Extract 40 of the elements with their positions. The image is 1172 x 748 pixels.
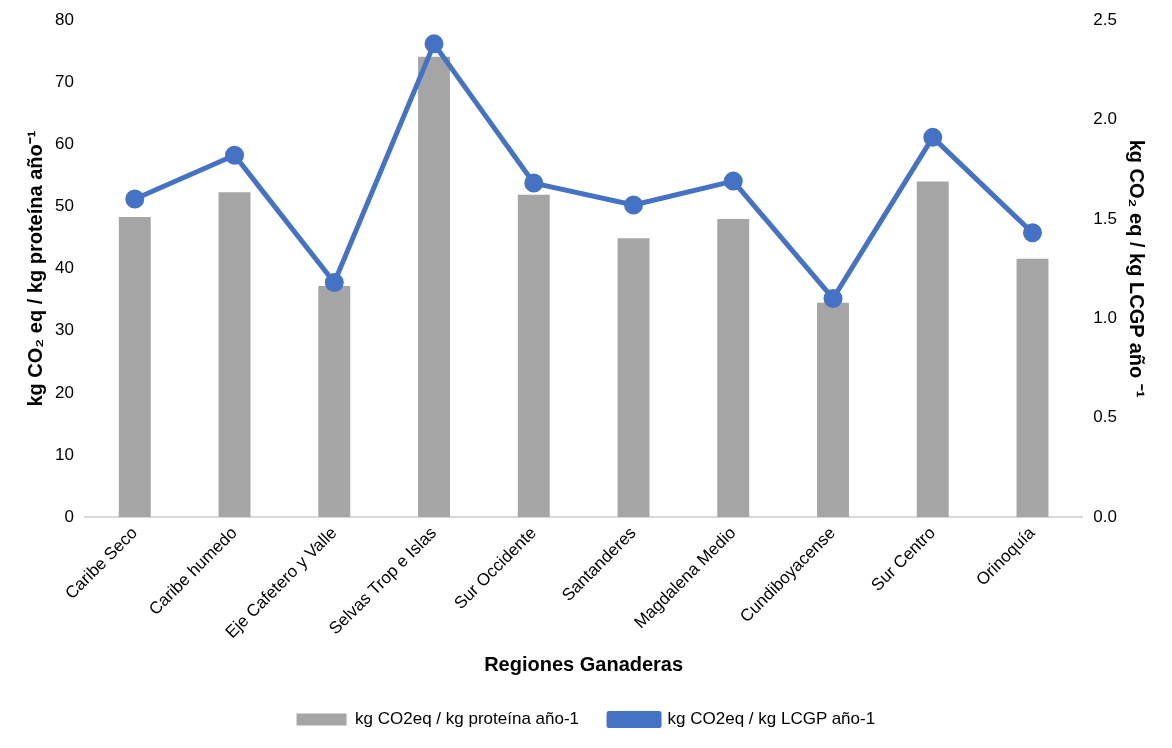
y-tick-label: 80 xyxy=(54,9,74,29)
point xyxy=(225,145,245,165)
bar xyxy=(418,56,450,518)
y-tick-label: 30 xyxy=(54,320,74,340)
point xyxy=(125,189,145,209)
bar xyxy=(517,194,550,518)
legend-label: kg CO2eq / kg proteína año-1 xyxy=(355,709,580,729)
y-tick-label: 0 xyxy=(64,506,74,526)
bar xyxy=(916,181,949,518)
y2-axis-title: kg CO₂ eq / kg LCGP año ⁻¹ xyxy=(1126,139,1149,398)
point xyxy=(823,288,843,308)
bar xyxy=(1016,258,1049,518)
y-axis-title: kg CO₂ eq / kg proteína año⁻¹ xyxy=(23,130,46,407)
y2-tick-label: 1.0 xyxy=(1093,308,1118,328)
bar xyxy=(318,286,351,518)
point xyxy=(324,273,344,293)
point xyxy=(923,127,943,147)
y2-tick-label: 0.5 xyxy=(1093,407,1118,427)
y2-tick-label: 2.0 xyxy=(1093,109,1118,129)
y2-tick-label: 0.0 xyxy=(1093,506,1118,526)
y-tick-label: 70 xyxy=(54,71,74,91)
bar xyxy=(218,192,251,518)
point xyxy=(624,195,644,215)
bar xyxy=(817,302,849,518)
point xyxy=(524,173,544,193)
bar xyxy=(118,217,151,518)
point xyxy=(424,34,444,54)
bar xyxy=(617,238,650,518)
y2-tick-label: 2.5 xyxy=(1093,9,1118,29)
legend-label: kg CO2eq / kg LCGP año-1 xyxy=(667,709,876,729)
point xyxy=(723,171,743,191)
y2-tick-label: 1.5 xyxy=(1093,208,1118,228)
x-axis-title: Regiones Ganaderas xyxy=(484,652,684,675)
y-tick-label: 10 xyxy=(54,444,74,464)
y-tick-label: 40 xyxy=(54,258,74,278)
y-tick-label: 60 xyxy=(54,133,74,153)
point xyxy=(1022,223,1042,243)
y-tick-label: 50 xyxy=(54,196,74,216)
bar xyxy=(717,218,750,518)
y-tick-label: 20 xyxy=(54,382,74,402)
